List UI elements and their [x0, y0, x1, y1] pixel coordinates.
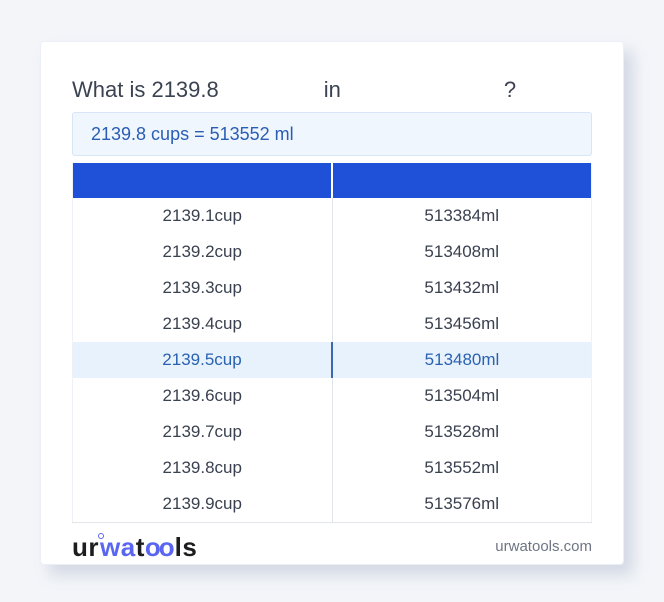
conversion-table: 2139.1cup 513384ml 2139.2cup 513408ml 21…	[72, 163, 592, 523]
cup-value-cell: 2139.4cup	[162, 314, 242, 333]
cup-value-cell: 2139.8cup	[162, 458, 242, 477]
table-row[interactable]: 2139.7cup 513528ml	[73, 414, 592, 450]
question-text: What is 2139.8	[72, 77, 219, 102]
logo-segment-dark3: ls	[174, 531, 198, 562]
ml-value-cell: 513480ml	[331, 342, 592, 378]
logo-segment-dark: ur	[72, 531, 99, 562]
ml-value-cell: 513432ml	[331, 270, 592, 306]
table-row[interactable]: 2139.8cup 513552ml	[73, 450, 592, 486]
ml-value-cell: 513528ml	[331, 414, 592, 450]
table-row[interactable]: 2139.3cup 513432ml	[73, 270, 592, 306]
logo-ring-icon	[98, 532, 104, 539]
cup-value-cell: 2139.5cup	[162, 350, 242, 369]
cup-value-cell: 2139.7cup	[162, 422, 242, 441]
logo-segment-dark2: t	[135, 531, 145, 562]
ml-value-cell: 513504ml	[331, 378, 592, 414]
table-row[interactable]: 2139.5cup 513480ml	[72, 342, 592, 378]
question-mark: ?	[503, 77, 517, 102]
ml-value-cell: 513552ml	[331, 450, 592, 486]
urwatools-logo[interactable]: urwatools	[72, 532, 197, 562]
table-row[interactable]: 2139.6cup 513504ml	[73, 378, 592, 414]
ml-column-header	[331, 163, 592, 198]
site-url-text: urwatools.com	[495, 538, 592, 555]
card-footer: urwatools urwatools.com	[72, 529, 592, 565]
table-row[interactable]: 2139.9cup 513576ml	[73, 486, 592, 522]
table-row[interactable]: 2139.4cup 513456ml	[73, 306, 592, 342]
conversion-result-box: 2139.8 cups = 513552 ml	[72, 112, 592, 156]
ml-value-cell: 513576ml	[331, 486, 592, 522]
conversion-table-header	[72, 163, 592, 198]
cup-column-header	[72, 163, 332, 198]
table-row[interactable]: 2139.2cup 513408ml	[73, 234, 592, 270]
question-heading: What is 2139.8 in?	[72, 75, 592, 105]
cup-value-cell: 2139.6cup	[162, 386, 242, 405]
conversion-table-body: 2139.1cup 513384ml 2139.2cup 513408ml 21…	[72, 198, 592, 522]
cup-value-cell: 2139.2cup	[162, 242, 242, 261]
conversion-result-text: 2139.8 cups = 513552 ml	[91, 123, 294, 144]
cup-value-cell: 2139.3cup	[162, 278, 242, 297]
logo-segment-blue: wa	[100, 531, 136, 562]
cup-value-cell: 2139.1cup	[162, 206, 242, 225]
ml-value-cell: 513384ml	[331, 198, 592, 234]
converter-card: What is 2139.8 in? 2139.8 cups = 513552 m…	[40, 41, 624, 565]
cup-value-cell: 2139.9cup	[162, 493, 242, 513]
table-row[interactable]: 2139.1cup 513384ml	[73, 198, 592, 234]
question-connector: in	[323, 77, 341, 102]
ml-value-cell: 513408ml	[331, 234, 592, 270]
logo-glasses-oo: oo	[144, 531, 175, 562]
ml-value-cell: 513456ml	[331, 306, 592, 342]
